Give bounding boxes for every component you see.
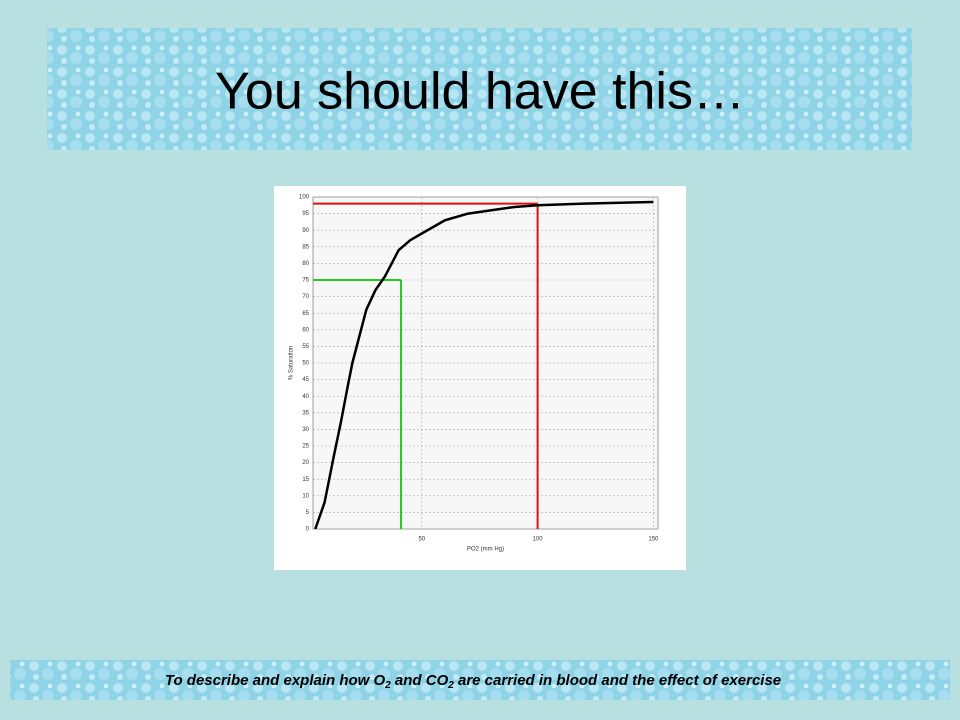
y-tick-label: 65 xyxy=(302,311,309,317)
footer-part: are carried in blood and the effect of e… xyxy=(454,672,781,689)
y-tick-label: 55 xyxy=(302,344,309,350)
y-tick-label: 0 xyxy=(306,527,310,533)
y-tick-label: 100 xyxy=(299,195,310,201)
y-axis-label: % Saturation xyxy=(289,346,295,380)
footer-part: To describe and explain how O xyxy=(165,672,386,689)
y-tick-label: 90 xyxy=(302,228,309,234)
footer-sub: 2 xyxy=(384,680,391,691)
y-tick-label: 30 xyxy=(302,427,309,433)
y-tick-label: 10 xyxy=(302,493,309,499)
y-tick-label: 50 xyxy=(302,361,309,367)
x-axis-label: PO2 (mm Hg) xyxy=(467,547,504,553)
y-tick-label: 45 xyxy=(302,377,309,383)
x-tick-label: 100 xyxy=(533,537,544,543)
y-tick-label: 5 xyxy=(306,510,310,516)
footer-banner xyxy=(10,660,950,700)
chart: 0 5 10 15 20 25 30 35 40 45 50 55 60 65 70 75 80 85 90 95 10… xyxy=(289,195,659,553)
y-tick-label: 85 xyxy=(302,244,309,250)
y-tick-label: 95 xyxy=(302,211,309,217)
y-tick-label: 25 xyxy=(302,444,309,450)
curve xyxy=(314,200,654,530)
y-tick-label: 60 xyxy=(302,327,309,333)
y-tick-label: 35 xyxy=(302,410,309,416)
y-tick-label: 80 xyxy=(302,261,309,267)
y-tick-label: 75 xyxy=(302,278,309,284)
y-tick-label: 20 xyxy=(302,460,309,466)
y-tick-label: 15 xyxy=(302,477,309,483)
y-tick-label: 70 xyxy=(302,294,309,300)
title-banner xyxy=(47,28,912,150)
y-tick-label: 40 xyxy=(302,394,309,400)
x-tick-label: 150 xyxy=(648,537,659,543)
footer-sub: 2 xyxy=(447,680,454,691)
footer-text: To describe and explain how O2 and CO2 a… xyxy=(165,672,781,691)
slide-title: You should have this… xyxy=(215,63,745,121)
footer-part: and CO xyxy=(391,672,449,689)
x-tick-label: 50 xyxy=(418,537,425,543)
